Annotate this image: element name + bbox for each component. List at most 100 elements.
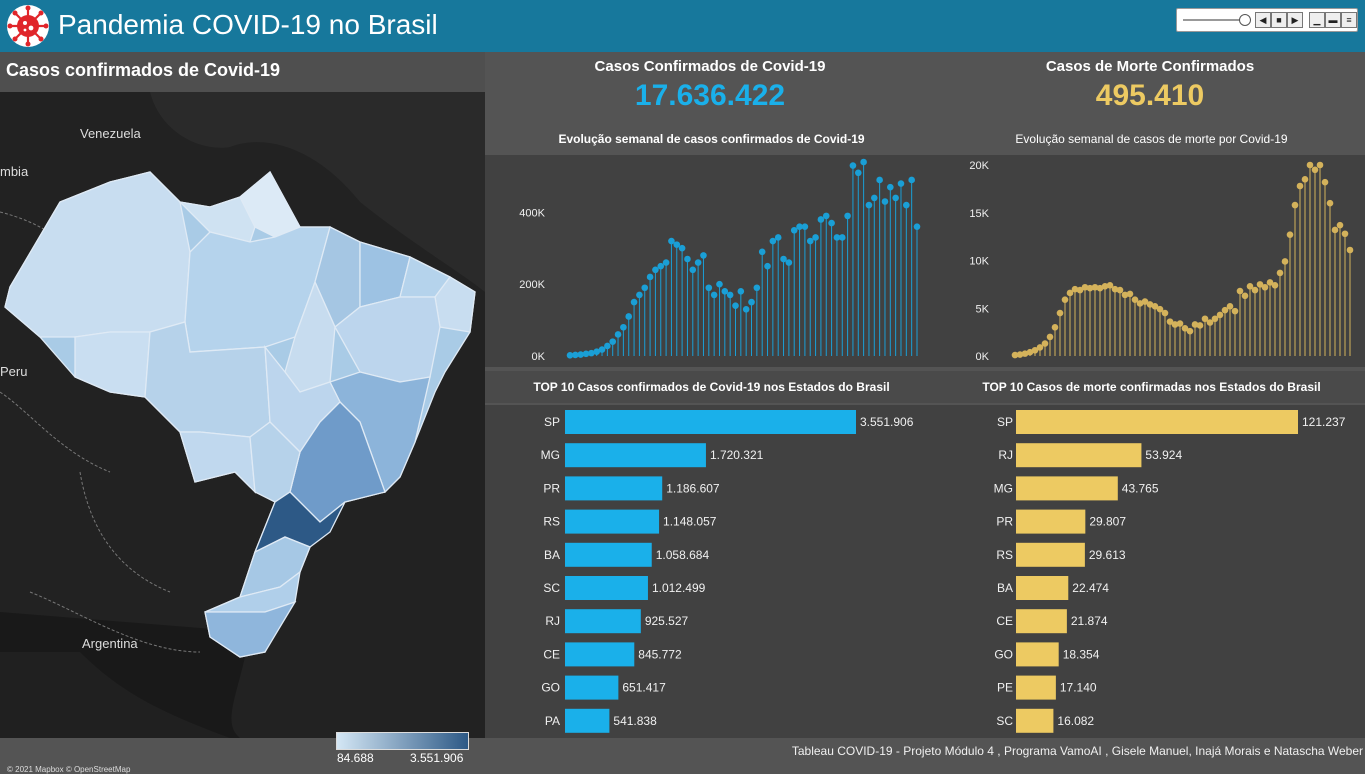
y-tick-label: 200K xyxy=(519,279,545,291)
data-point xyxy=(1046,333,1054,341)
data-point xyxy=(737,288,745,295)
data-point xyxy=(684,255,691,263)
data-point xyxy=(598,346,606,353)
restore-button[interactable]: ▬ xyxy=(1325,12,1341,28)
data-point xyxy=(785,259,793,266)
label-peru: Peru xyxy=(0,364,27,379)
data-point xyxy=(1181,325,1189,332)
data-point xyxy=(887,183,894,191)
data-point xyxy=(636,291,643,299)
data-point xyxy=(1326,199,1334,207)
y-tick-label: 20K xyxy=(969,160,989,172)
data-point xyxy=(1081,283,1089,291)
category-label: RS xyxy=(543,515,560,529)
category-label: RJ xyxy=(998,448,1013,462)
data-point xyxy=(1111,285,1119,293)
bar xyxy=(565,542,652,567)
data-point xyxy=(753,284,761,292)
y-tick-label: 5K xyxy=(976,303,990,315)
value-label: 1.012.499 xyxy=(652,581,706,595)
data-point xyxy=(726,291,734,299)
value-label: 1.186.607 xyxy=(666,481,720,495)
data-point xyxy=(668,237,675,245)
value-label: 29.613 xyxy=(1089,548,1126,562)
data-point xyxy=(1246,282,1254,290)
value-label: 925.527 xyxy=(645,614,689,628)
data-point xyxy=(865,201,873,209)
data-point xyxy=(769,237,777,245)
map-attribution[interactable]: © 2021 Mapbox © OpenStreetMap xyxy=(7,765,131,774)
menu-button[interactable]: ≡ xyxy=(1341,12,1357,28)
data-point xyxy=(796,223,803,230)
virus-icon xyxy=(7,5,49,47)
stop-button[interactable]: ■ xyxy=(1271,12,1287,28)
data-point xyxy=(908,176,915,184)
data-point xyxy=(1346,246,1354,254)
data-point xyxy=(774,234,782,241)
category-label: CE xyxy=(543,647,560,661)
data-point xyxy=(1066,289,1074,297)
data-point xyxy=(1206,319,1214,326)
weekly-cases-chart[interactable]: 0K 200K 400K xyxy=(485,155,938,367)
y-tick-label: 400K xyxy=(519,207,545,219)
data-point xyxy=(806,237,814,245)
data-point xyxy=(1216,311,1224,319)
y-tick-label: 0K xyxy=(976,351,990,363)
label-venezuela: Venezuela xyxy=(80,126,141,141)
category-label: PA xyxy=(545,714,560,728)
data-point xyxy=(1271,282,1279,289)
data-point xyxy=(1296,182,1304,190)
value-label: 121.237 xyxy=(1302,415,1346,429)
value-label: 541.838 xyxy=(613,714,657,728)
data-point xyxy=(1281,258,1289,265)
label-colombia: mbia xyxy=(0,164,29,179)
bar xyxy=(565,675,619,700)
bar xyxy=(565,708,610,733)
data-point xyxy=(1256,281,1264,288)
data-point xyxy=(1341,230,1349,238)
minimize-button[interactable]: ▁ xyxy=(1309,12,1325,28)
legend-min-value: 84.688 xyxy=(337,751,374,765)
step-forward-button[interactable]: ▶ xyxy=(1287,12,1303,28)
menu-icon: ≡ xyxy=(1346,15,1352,25)
slider-track[interactable] xyxy=(1183,19,1243,21)
data-point xyxy=(801,223,809,230)
data-point xyxy=(705,284,713,292)
kpi-deaths-label: Casos de Morte Confirmados xyxy=(1045,58,1255,75)
bar xyxy=(1016,609,1067,634)
color-legend-bar xyxy=(336,732,469,750)
data-point xyxy=(716,280,723,288)
brazil-map[interactable]: Venezuela mbia Peru Argentina 84.688 3.5… xyxy=(0,92,485,774)
bar xyxy=(1016,542,1085,567)
data-point xyxy=(1036,344,1044,351)
data-point xyxy=(1101,282,1109,290)
weekly-deaths-chart[interactable]: 0K 5K 10K 15K 20K xyxy=(938,155,1365,367)
data-point xyxy=(577,351,584,358)
data-point xyxy=(620,323,627,331)
data-point xyxy=(790,226,798,234)
data-point xyxy=(1041,340,1049,347)
step-back-button[interactable]: ◀ xyxy=(1255,12,1271,28)
category-label: RJ xyxy=(545,614,560,628)
value-label: 18.354 xyxy=(1063,647,1100,661)
data-point xyxy=(828,219,835,227)
data-point xyxy=(694,259,702,266)
map-title: Casos confirmados de Covid-19 xyxy=(6,60,281,80)
bar xyxy=(1016,410,1298,434)
data-point xyxy=(1221,306,1229,314)
data-point xyxy=(1116,286,1124,294)
map-panel: Casos confirmados de Covid-19 xyxy=(0,52,485,774)
top-deaths-chart[interactable]: SP 121.237 RJ 53.924 MG 43.765 PR 29.807 RS 29.61… xyxy=(938,405,1365,738)
value-label: 17.140 xyxy=(1060,681,1097,695)
data-point xyxy=(876,176,883,184)
data-point xyxy=(1091,283,1099,291)
value-label: 1.720.321 xyxy=(710,448,764,462)
data-point xyxy=(892,194,899,202)
data-point xyxy=(838,234,846,241)
data-point xyxy=(1286,231,1294,239)
slider-knob[interactable] xyxy=(1239,14,1251,26)
data-point xyxy=(614,331,622,338)
data-point xyxy=(854,169,862,177)
top-cases-chart[interactable]: SP 3.551.906 MG 1.720.321 PR 1.186.607 RS 1.148… xyxy=(485,405,938,738)
data-point xyxy=(1136,300,1144,307)
